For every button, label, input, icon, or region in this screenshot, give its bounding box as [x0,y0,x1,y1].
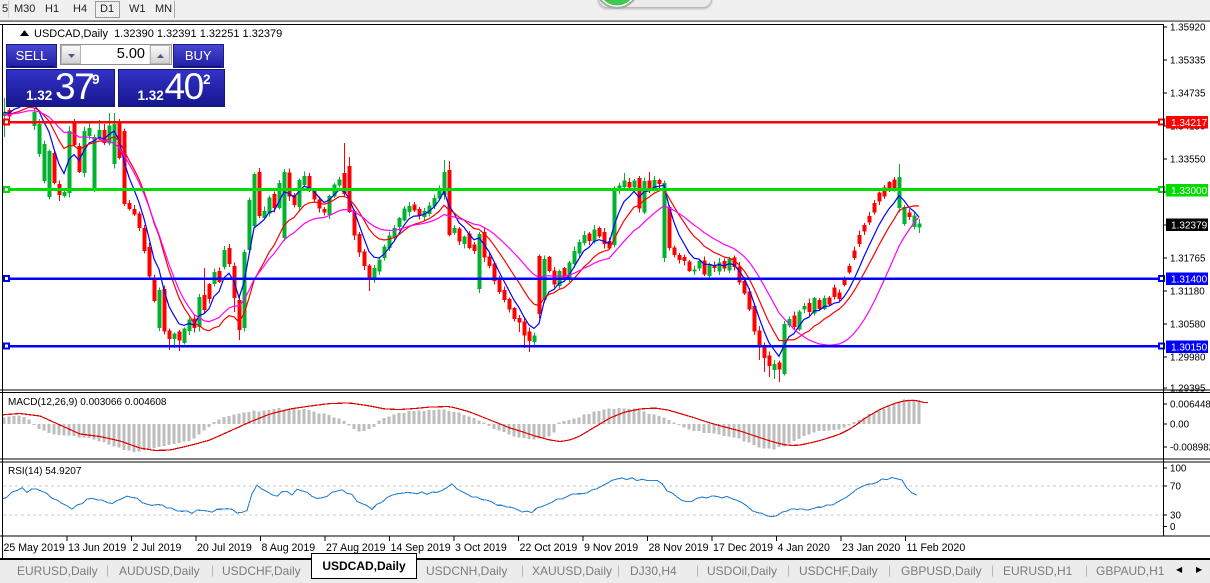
svg-text:1.35920: 1.35920 [1170,23,1206,34]
svg-text:1.34217: 1.34217 [1171,118,1208,129]
svg-text:22 Oct 2019: 22 Oct 2019 [520,542,578,554]
svg-text:1.30150: 1.30150 [1171,343,1208,354]
svg-text:11 Feb 2020: 11 Feb 2020 [907,542,966,554]
svg-text:28 Nov 2019: 28 Nov 2019 [649,542,709,554]
svg-text:100: 100 [1170,464,1187,475]
svg-text:8 Aug 2019: 8 Aug 2019 [262,542,316,554]
svg-text:1.33000: 1.33000 [1171,186,1208,197]
svg-text:0: 0 [1170,522,1176,533]
svg-text:1.34735: 1.34735 [1170,89,1206,100]
svg-text:0.00: 0.00 [1170,420,1190,431]
svg-text:1.30580: 1.30580 [1170,320,1206,331]
svg-text:1.35335: 1.35335 [1170,56,1206,67]
svg-text:1.29395: 1.29395 [1170,384,1206,395]
svg-text:14 Sep 2019: 14 Sep 2019 [391,542,451,554]
svg-text:1.33550: 1.33550 [1170,155,1206,166]
svg-text:1.32379: 1.32379 [1171,221,1208,232]
svg-text:4 Jan 2020: 4 Jan 2020 [778,542,831,554]
svg-text:MACD(12,26,9) 0.003066 0.00460: MACD(12,26,9) 0.003066 0.004608 [8,397,167,408]
svg-text:USDCAD,Daily 1.32390 1.32391: USDCAD,Daily 1.32390 1.32391 1.32251 1.3… [34,28,282,40]
svg-text:30: 30 [1170,511,1181,522]
svg-text:2 Jul 2019: 2 Jul 2019 [133,542,182,554]
svg-text:1.31180: 1.31180 [1170,287,1205,298]
svg-text:3 Oct 2019: 3 Oct 2019 [455,542,507,554]
svg-text:13 Jun 2019: 13 Jun 2019 [68,542,126,554]
svg-text:17 Dec 2019: 17 Dec 2019 [713,542,773,554]
svg-text:1.29980: 1.29980 [1170,353,1206,364]
svg-text:-0.008982: -0.008982 [1170,443,1210,454]
svg-text:23 Jan 2020: 23 Jan 2020 [842,542,900,554]
svg-text:9 Nov 2019: 9 Nov 2019 [584,542,638,554]
svg-text:1.31765: 1.31765 [1170,254,1206,265]
svg-text:20 Jul 2019: 20 Jul 2019 [197,542,252,554]
svg-text:70: 70 [1170,482,1181,493]
svg-text:0.006448: 0.006448 [1170,400,1210,411]
svg-text:1.31400: 1.31400 [1171,275,1208,286]
svg-text:25 May 2019: 25 May 2019 [4,542,65,554]
svg-text:RSI(14) 54.9207: RSI(14) 54.9207 [8,466,82,477]
svg-text:27 Aug 2019: 27 Aug 2019 [326,542,386,554]
